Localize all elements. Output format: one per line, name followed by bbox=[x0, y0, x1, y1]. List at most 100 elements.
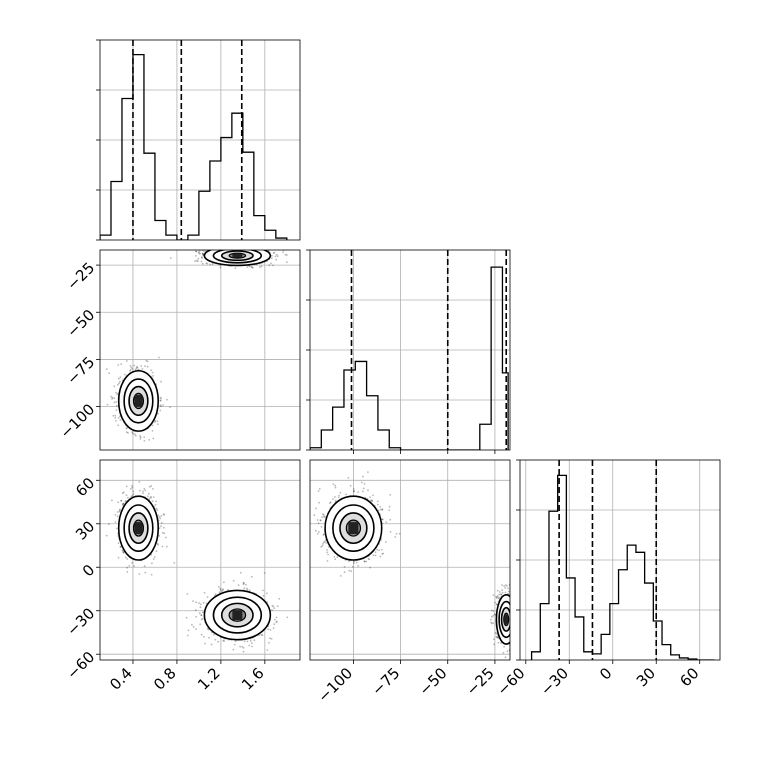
sample-point bbox=[228, 236, 230, 238]
sample-point bbox=[332, 498, 334, 500]
sample-point bbox=[209, 263, 212, 266]
sample-point bbox=[110, 395, 112, 398]
y-tick-label: 0 bbox=[79, 561, 98, 580]
sample-point bbox=[260, 633, 263, 636]
sample-point bbox=[197, 251, 200, 254]
sample-point bbox=[513, 622, 515, 624]
sample-point bbox=[115, 420, 117, 422]
sample-point bbox=[133, 433, 136, 436]
sample-point bbox=[268, 264, 271, 267]
sample-point bbox=[201, 257, 203, 259]
sample-point bbox=[156, 542, 159, 545]
sample-point bbox=[517, 588, 519, 590]
sample-point bbox=[149, 495, 152, 498]
sample-point bbox=[517, 621, 519, 623]
sample-point bbox=[117, 542, 120, 544]
sample-point bbox=[122, 491, 125, 494]
sample-point bbox=[242, 247, 244, 249]
x-tick-label: −100 bbox=[314, 664, 356, 706]
sample-point bbox=[334, 496, 336, 498]
density-peak bbox=[134, 522, 143, 535]
sample-point bbox=[511, 627, 513, 629]
sample-point bbox=[194, 609, 197, 612]
sample-point bbox=[202, 252, 204, 255]
sample-point bbox=[316, 533, 319, 535]
sample-point bbox=[511, 604, 513, 606]
sample-point bbox=[274, 255, 277, 258]
sample-point bbox=[127, 496, 129, 499]
sample-point bbox=[122, 551, 125, 554]
sample-point bbox=[270, 262, 272, 265]
sample-point bbox=[350, 570, 353, 573]
sample-point bbox=[211, 243, 213, 245]
sample-point bbox=[248, 246, 250, 248]
sample-point bbox=[260, 265, 263, 268]
sample-point bbox=[367, 489, 369, 492]
sample-point bbox=[144, 489, 147, 492]
sample-point bbox=[515, 618, 517, 620]
sample-point bbox=[339, 575, 342, 577]
sample-point bbox=[108, 372, 111, 374]
sample-point bbox=[512, 622, 514, 624]
sample-point bbox=[512, 599, 514, 601]
sample-point bbox=[512, 627, 514, 629]
sample-point bbox=[367, 557, 370, 560]
sample-point bbox=[219, 264, 222, 267]
sample-point bbox=[162, 404, 165, 406]
sample-point bbox=[151, 424, 154, 427]
sample-point bbox=[490, 609, 493, 612]
sample-point bbox=[140, 365, 143, 367]
sample-point bbox=[507, 590, 510, 593]
sample-point bbox=[131, 485, 133, 487]
sample-point bbox=[351, 565, 354, 568]
sample-point bbox=[131, 562, 134, 564]
sample-point bbox=[206, 596, 209, 598]
sample-point bbox=[208, 636, 210, 639]
sample-point bbox=[161, 545, 164, 548]
sample-point bbox=[243, 246, 245, 248]
sample-point bbox=[121, 549, 124, 552]
sample-point bbox=[202, 246, 204, 248]
sample-point bbox=[514, 619, 516, 621]
sample-point bbox=[369, 566, 371, 569]
sample-point bbox=[516, 637, 518, 639]
sample-point bbox=[376, 503, 379, 506]
sample-point bbox=[221, 247, 223, 249]
sample-point bbox=[322, 541, 325, 544]
sample-point bbox=[514, 624, 516, 626]
sample-point bbox=[511, 625, 513, 627]
sample-point bbox=[329, 501, 332, 504]
sample-point bbox=[136, 365, 139, 368]
sample-point bbox=[201, 256, 203, 258]
sample-point bbox=[125, 431, 128, 434]
sample-point bbox=[201, 262, 204, 265]
sample-point bbox=[159, 517, 162, 520]
sample-point bbox=[515, 599, 517, 601]
sample-point bbox=[318, 531, 320, 533]
sample-point bbox=[158, 535, 161, 537]
sample-point bbox=[152, 496, 155, 498]
sample-point bbox=[323, 514, 325, 516]
sample-point bbox=[372, 554, 375, 557]
sample-point bbox=[240, 248, 242, 250]
sample-point bbox=[122, 503, 124, 506]
sample-point bbox=[114, 417, 117, 419]
sample-point bbox=[510, 647, 512, 649]
sample-point bbox=[512, 629, 514, 631]
x-tick-label: 0 bbox=[596, 664, 615, 683]
sample-point bbox=[160, 397, 163, 400]
sample-point bbox=[363, 482, 366, 485]
sample-point bbox=[513, 632, 515, 634]
sample-point bbox=[511, 611, 513, 613]
sample-point bbox=[510, 621, 512, 623]
sample-point bbox=[221, 247, 223, 249]
sample-point bbox=[371, 499, 374, 502]
sample-point bbox=[227, 588, 230, 591]
sample-point bbox=[515, 636, 517, 638]
sample-point bbox=[160, 521, 163, 524]
sample-point bbox=[494, 631, 497, 634]
sample-point bbox=[148, 497, 151, 500]
x-tick-label: 1.2 bbox=[194, 664, 224, 694]
sample-point bbox=[219, 246, 221, 248]
sample-point bbox=[338, 494, 340, 497]
